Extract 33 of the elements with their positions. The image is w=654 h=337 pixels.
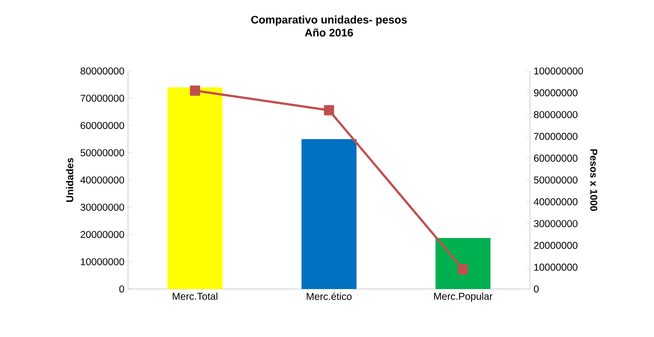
y2-tick-label: 40000000 <box>534 198 578 206</box>
y-tick-label: 0 <box>119 285 124 293</box>
chart-title: Comparativo unidades- pesos <box>251 16 407 26</box>
y-tick-label: 40000000 <box>80 176 124 184</box>
point <box>458 264 468 274</box>
y2-tick-label: 20000000 <box>534 242 578 249</box>
y-tick-label: 20000000 <box>80 230 124 238</box>
y2-axis-title: Pesos x 1000 <box>590 149 598 211</box>
y2-tick-label: 80000000 <box>534 111 578 118</box>
point <box>190 86 200 96</box>
y-tick-label: 30000000 <box>80 204 124 211</box>
bar <box>436 238 491 289</box>
chart-subtitle: Año 2016 <box>304 28 353 37</box>
x-tick-label: Merc.ético <box>306 292 352 300</box>
y2-tick-label: 10000000 <box>534 264 578 271</box>
y2-tick-label: 60000000 <box>534 154 578 162</box>
point <box>324 105 334 116</box>
y-tick-label: 80000000 <box>80 67 124 75</box>
y-tick-label: 60000000 <box>80 122 124 130</box>
y2-tick-label: 100000000 <box>534 67 583 75</box>
y-tick-label: 50000000 <box>80 149 124 156</box>
bar <box>168 87 222 289</box>
y-tick-label: 70000000 <box>80 94 124 102</box>
bar <box>302 139 357 289</box>
y-tick-label: 10000000 <box>80 258 124 266</box>
y2-tick-label: 70000000 <box>534 132 578 140</box>
y-axis-title: Unidades <box>66 158 74 202</box>
y2-tick-label: 90000000 <box>534 89 578 96</box>
y2-tick-label: 0 <box>534 285 539 293</box>
x-tick-label: Merc.Popular <box>434 292 492 302</box>
y2-tick-label: 50000000 <box>534 176 578 184</box>
y2-tick-label: 30000000 <box>534 220 578 228</box>
x-tick-label: Merc.Total <box>172 292 218 300</box>
